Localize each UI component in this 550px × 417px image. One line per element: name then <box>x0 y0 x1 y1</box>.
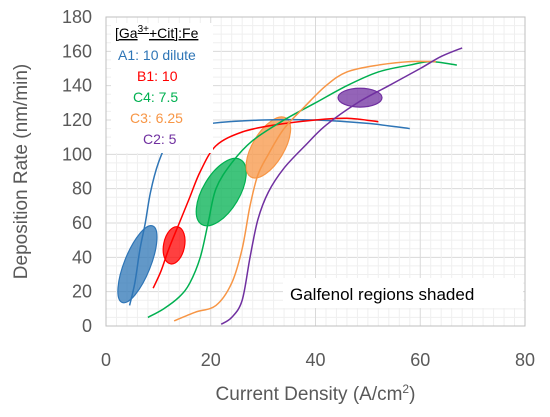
y-tick-label: 60 <box>72 213 92 233</box>
legend-entries: A1: 10 dilute B1: 10 C4: 7.5 C3: 6.25 C2: 5 <box>118 47 196 147</box>
x-tick-label: 80 <box>515 350 535 370</box>
y-tick-label: 0 <box>82 316 92 336</box>
series-line <box>152 117 379 289</box>
tick-labels: 0 20 40 60 80 100 120 140 160 180 0 20 40 60 80 <box>62 7 535 370</box>
legend-entry: C2: 5 <box>143 131 177 147</box>
annotation-box <box>283 278 523 308</box>
y-tick-label: 20 <box>72 282 92 302</box>
galfenol-region <box>195 157 247 227</box>
legend-entry: C4: 7.5 <box>133 89 178 105</box>
y-tick-label: 180 <box>62 7 92 27</box>
galfenol-region <box>337 87 383 108</box>
y-axis-title: Deposition Rate (nm/min) <box>11 64 32 279</box>
x-tick-label: 20 <box>201 350 221 370</box>
legend-box <box>111 23 213 153</box>
y-tick-label: 40 <box>72 247 92 267</box>
y-tick-label: 100 <box>62 144 92 164</box>
legend-entry: A1: 10 dilute <box>118 47 196 63</box>
x-tick-label: 60 <box>410 350 430 370</box>
y-tick-label: 140 <box>62 76 92 96</box>
legend-entry: B1: 10 <box>137 68 178 84</box>
y-tick-label: 80 <box>72 179 92 199</box>
series-line <box>220 47 463 325</box>
y-tick-label: 120 <box>62 110 92 130</box>
y-tick-label: 160 <box>62 41 92 61</box>
x-tick-label: 40 <box>305 350 325 370</box>
legend-entry: C3: 6.25 <box>130 110 183 126</box>
annotation-galfenol: Galfenol regions shaded <box>290 285 474 304</box>
x-axis-title: Current Density (A/cm2) <box>216 382 416 405</box>
x-tick-label: 0 <box>101 350 111 370</box>
series-line <box>173 60 436 322</box>
plot-frame <box>105 16 526 327</box>
legend-title: [Ga3++Cit]:Fe <box>115 24 199 41</box>
series-line <box>147 60 458 319</box>
